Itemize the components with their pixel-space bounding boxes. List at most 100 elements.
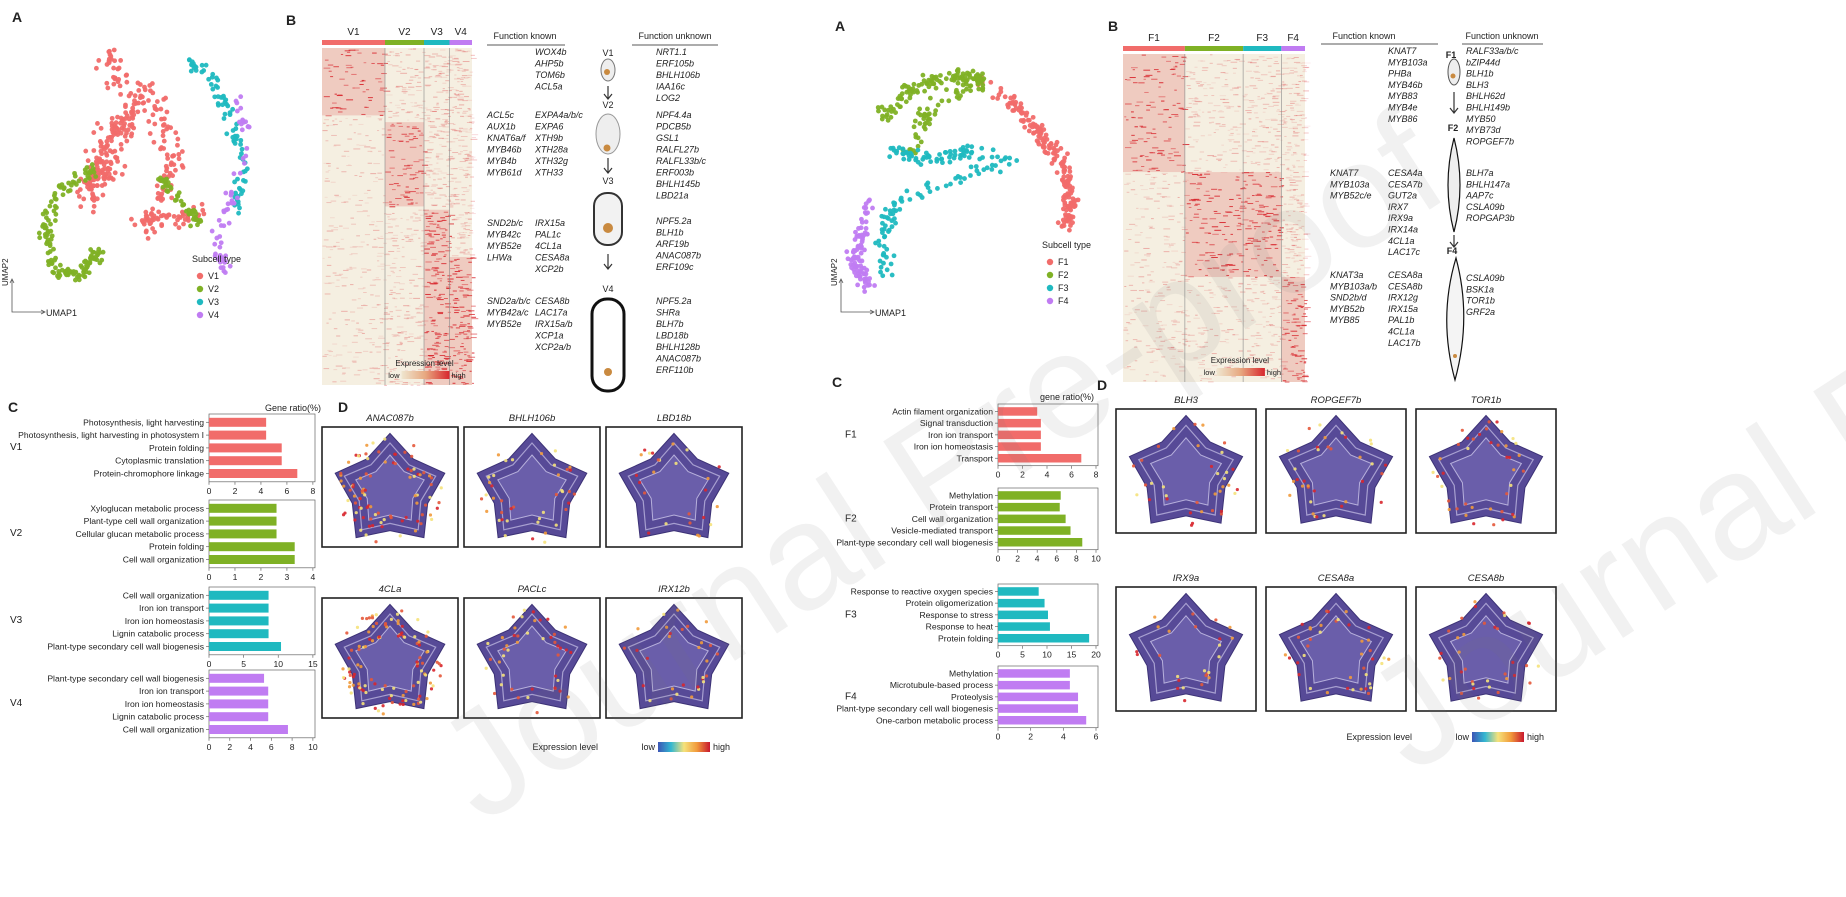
heatmap-cell: [1221, 144, 1224, 146]
expression-spot: [429, 687, 434, 691]
term-label: Methylation: [949, 668, 993, 678]
heatmap-cell: [462, 231, 468, 233]
heatmap-cell: [1192, 139, 1199, 141]
heatmap-cell: [460, 279, 465, 281]
heatmap-cell: [1295, 290, 1299, 292]
heatmap-cell: [1299, 100, 1307, 102]
heatmap-cell: [1238, 106, 1241, 108]
heatmap-cell: [441, 274, 445, 276]
gene-name: BLH3: [1466, 80, 1489, 90]
expression-spot: [1167, 629, 1171, 633]
heatmap-cell: [462, 294, 469, 296]
heatmap-cell: [1253, 343, 1258, 345]
heatmap-cell: [1196, 242, 1200, 244]
expression-spot: [1181, 686, 1185, 690]
heatmap-cell: [1241, 150, 1247, 152]
heatmap-cell: [372, 367, 378, 369]
heatmap-cell: [460, 226, 467, 228]
heatmap-cell: [1184, 328, 1188, 330]
umap-point: [1047, 145, 1052, 151]
umap-point: [106, 171, 112, 177]
heatmap-cell: [1199, 375, 1203, 377]
umap-point: [895, 102, 900, 108]
umap-point: [1067, 165, 1072, 171]
expression-spot: [520, 615, 524, 619]
heatmap-cell: [1279, 178, 1284, 180]
gene-name: ERF109c: [656, 262, 694, 272]
expression-spot: [418, 656, 422, 660]
expression-spot: [410, 454, 414, 458]
heatmap-cell: [1236, 225, 1241, 227]
heatmap-cell: [462, 169, 469, 171]
heatmap-cell: [1294, 321, 1301, 323]
expression-spot: [1200, 683, 1204, 687]
expression-spot: [701, 680, 706, 684]
umap-point: [886, 229, 891, 235]
expression-spot: [638, 480, 642, 485]
heatmap-cell: [1275, 291, 1282, 293]
heatmap-cell: [1219, 341, 1227, 343]
heatmap-cell: [1275, 283, 1279, 285]
heatmap-cell: [1265, 371, 1269, 373]
heatmap-cell: [1276, 91, 1282, 93]
heatmap-cell: [1214, 229, 1222, 231]
umap-point: [76, 193, 82, 199]
tissue-core: [1299, 615, 1373, 684]
gene-name: LBD21a: [656, 191, 689, 201]
heatmap-cell: [1273, 63, 1280, 65]
heatmap-cell: [1209, 296, 1214, 298]
heatmap-cell: [353, 356, 359, 358]
heatmap-cell: [1291, 335, 1299, 337]
heatmap-cell: [1284, 252, 1291, 254]
heatmap-cell: [1193, 125, 1200, 127]
heatmap-cell: [1286, 168, 1290, 170]
umap-point: [81, 268, 87, 273]
heatmap-cell: [442, 90, 448, 92]
gene-name: MYB4b: [487, 156, 517, 166]
heatmap-cell: [466, 174, 471, 176]
heatmap-cell: [445, 99, 448, 101]
heatmap-cell: [385, 373, 391, 375]
heatmap-cell: [1297, 350, 1305, 352]
heatmap-cell: [1300, 206, 1304, 208]
heatmap-cell: [441, 368, 448, 370]
bar: [998, 502, 1060, 512]
heatmap-cell: [1204, 289, 1211, 291]
expression-spot: [351, 485, 355, 489]
umap-point: [880, 220, 885, 226]
expression-spot: [553, 640, 557, 644]
heatmap-cell: [1293, 153, 1298, 155]
heatmap-cell: [1210, 54, 1213, 56]
heatmap-cell: [1270, 343, 1274, 345]
heatmap-cell: [341, 201, 346, 203]
heatmap-cell: [423, 339, 428, 341]
term-label: Protein transport: [929, 502, 993, 512]
heatmap-cell: [360, 305, 368, 307]
heatmap-cell: [462, 85, 467, 87]
heatmap-cell: [343, 269, 349, 271]
heatmap-cell: [440, 131, 445, 133]
expression-spot: [1462, 632, 1466, 637]
umap-point: [107, 48, 112, 54]
heatmap-cell: [444, 303, 451, 305]
stage-label: V1: [602, 48, 613, 58]
umap-point: [998, 85, 1004, 91]
heatmap-cell: [1301, 316, 1308, 318]
heatmap-cell: [327, 256, 332, 258]
expression-spot: [1470, 505, 1474, 510]
umap-point: [218, 265, 224, 271]
umap-point: [960, 89, 966, 94]
expression-spot: [510, 458, 515, 462]
heatmap-cell: [346, 67, 353, 69]
umap-point: [1011, 93, 1017, 99]
umap-point: [239, 127, 245, 133]
heatmap-cell: [418, 209, 422, 211]
heatmap-cell: [1265, 172, 1271, 174]
umap-point: [230, 128, 236, 133]
heatmap-cell: [1125, 119, 1129, 121]
heatmap-cell: [341, 373, 346, 375]
heatmap-cell: [468, 356, 476, 358]
heatmap-cell: [467, 326, 473, 328]
heatmap-cell: [396, 374, 401, 376]
heatmap-cell: [373, 368, 381, 370]
